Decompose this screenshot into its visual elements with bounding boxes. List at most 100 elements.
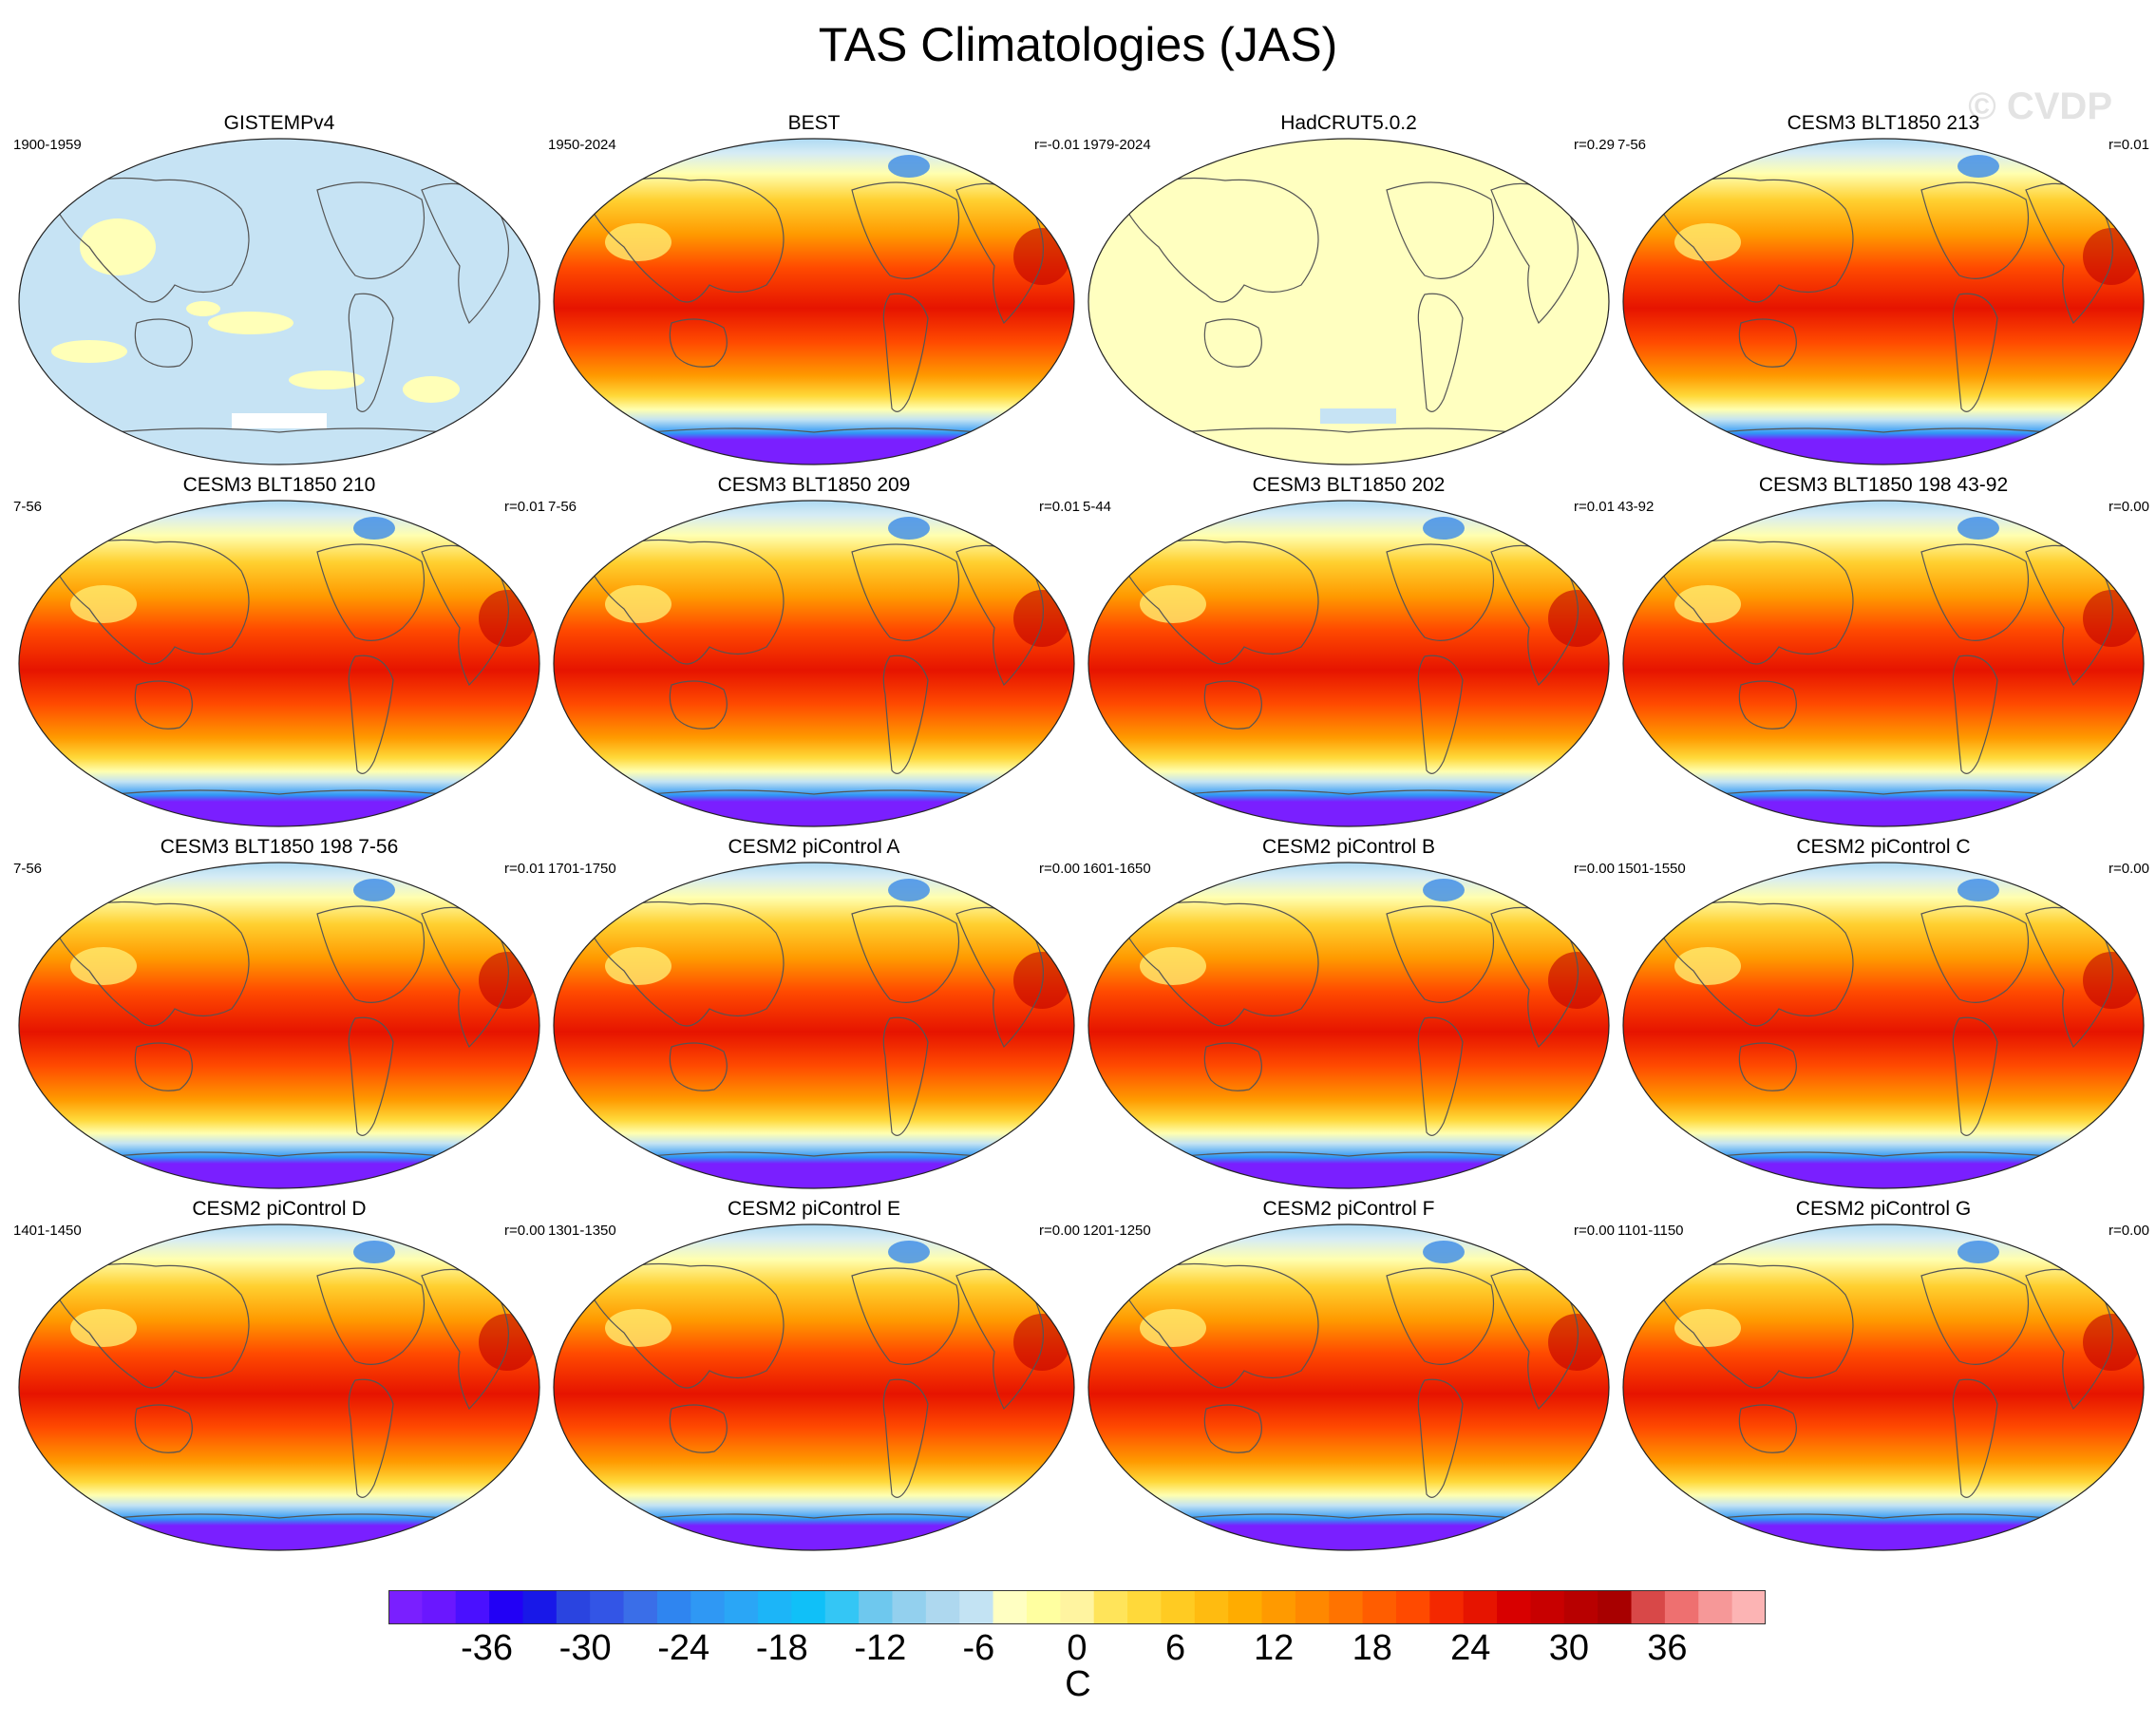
colorbar-swatch <box>1598 1590 1633 1624</box>
colorbar-tick-labels: -36 -30 -24 -18 -12 -6 0 6 12 18 24 30 36 <box>388 1628 1766 1670</box>
colorbar-swatch <box>791 1590 826 1624</box>
colorbar-swatch <box>925 1590 960 1624</box>
panel-years: 1979-2024 <box>1083 137 1151 153</box>
panel-title: CESM2 piControl B <box>1261 836 1436 858</box>
panel-correlation: r=0.01 <box>504 861 545 877</box>
colorbar-swatch <box>522 1590 558 1624</box>
panel-years: 7-56 <box>1617 137 1647 153</box>
colorbar-swatch <box>1295 1590 1330 1624</box>
map-panel: CESM3 BLT1850 202 5-44 r=0.01 <box>1083 474 1615 840</box>
global-map <box>1622 1223 2145 1551</box>
map-panel: CESM3 BLT1850 198 43-92 43-92 r=0.00 <box>1617 474 2149 840</box>
panel-correlation: r=0.00 <box>2109 861 2149 877</box>
panel-correlation: r=0.00 <box>1574 861 1615 877</box>
colorbar-swatch <box>489 1590 523 1624</box>
global-map <box>18 862 540 1189</box>
global-map <box>1087 862 1610 1189</box>
panel-correlation: r=0.01 <box>1039 499 1080 515</box>
panel-years: 1601-1650 <box>1083 861 1151 877</box>
panel-years: 1900-1959 <box>13 137 82 153</box>
colorbar-swatch <box>724 1590 759 1624</box>
panel-title: CESM2 piControl F <box>1262 1198 1435 1220</box>
global-map <box>1087 500 1610 827</box>
global-map <box>1622 138 2145 465</box>
colorbar-swatch <box>1563 1590 1598 1624</box>
panel-correlation: r=0.00 <box>1039 1223 1080 1239</box>
panel-years: 5-44 <box>1083 499 1112 515</box>
colorbar-swatch <box>1429 1590 1465 1624</box>
colorbar-swatch <box>1060 1590 1095 1624</box>
colorbar-swatch <box>959 1590 994 1624</box>
panel-years: 43-92 <box>1617 499 1655 515</box>
colorbar-swatch <box>892 1590 927 1624</box>
colorbar-swatch <box>590 1590 625 1624</box>
panel-title: HadCRUT5.0.2 <box>1280 112 1417 134</box>
panel-correlation: r=0.00 <box>1574 1223 1615 1239</box>
colorbar-swatch <box>556 1590 591 1624</box>
map-panel: CESM3 BLT1850 209 7-56 r=0.01 <box>548 474 1080 840</box>
map-panel: CESM2 piControl F 1201-1250 r=0.00 <box>1083 1198 1615 1564</box>
global-map <box>1622 862 2145 1189</box>
global-map <box>553 1223 1075 1551</box>
map-panel: CESM2 piControl C 1501-1550 r=0.00 <box>1617 836 2149 1202</box>
colorbar-tick-label: 12 <box>1254 1628 1295 1668</box>
panel-years: 1401-1450 <box>13 1223 82 1239</box>
colorbar-tick-label: 24 <box>1450 1628 1491 1668</box>
global-map <box>1622 500 2145 827</box>
colorbar-tick-label: -18 <box>755 1628 808 1668</box>
map-panel: CESM3 BLT1850 213 7-56 r=0.01 <box>1617 112 2149 478</box>
map-panel: CESM3 BLT1850 210 7-56 r=0.01 <box>13 474 545 840</box>
colorbar-swatch <box>388 1590 423 1624</box>
map-panel: BEST 1950-2024 r=-0.01 <box>548 112 1080 478</box>
colorbar-tick-label: 6 <box>1164 1628 1186 1668</box>
panel-title: CESM3 BLT1850 198 7-56 <box>160 836 399 858</box>
colorbar-tick-label: -36 <box>461 1628 514 1668</box>
colorbar-tick-label: 36 <box>1647 1628 1688 1668</box>
colorbar-swatch <box>1194 1590 1229 1624</box>
colorbar-swatch <box>656 1590 691 1624</box>
panel-years: 7-56 <box>13 499 43 515</box>
colorbar-swatch <box>623 1590 658 1624</box>
colorbar-tick-label: 0 <box>1067 1628 1087 1668</box>
colorbar-swatch <box>859 1590 893 1624</box>
global-map <box>18 1223 540 1551</box>
watermark: © CVDP <box>1968 85 2112 127</box>
colorbar <box>388 1590 1766 1624</box>
panel-correlation: r=0.00 <box>2109 1223 2149 1239</box>
map-panel: CESM2 piControl E 1301-1350 r=0.00 <box>548 1198 1080 1564</box>
colorbar-swatch <box>1530 1590 1565 1624</box>
panel-correlation: r=0.00 <box>1039 861 1080 877</box>
colorbar-swatch <box>1631 1590 1666 1624</box>
global-map <box>18 500 540 827</box>
global-map <box>1087 138 1610 465</box>
colorbar-swatch <box>1127 1590 1162 1624</box>
panel-title: CESM3 BLT1850 198 43-92 <box>1758 474 2009 496</box>
global-map <box>18 138 540 465</box>
panel-years: 1950-2024 <box>548 137 616 153</box>
panel-title: CESM3 BLT1850 209 <box>717 474 911 496</box>
panel-correlation: r=0.00 <box>2109 499 2149 515</box>
panel-title: CESM3 BLT1850 202 <box>1252 474 1446 496</box>
panel-years: 1201-1250 <box>1083 1223 1151 1239</box>
colorbar-swatch <box>1093 1590 1128 1624</box>
colorbar-swatch <box>1664 1590 1699 1624</box>
panel-years: 1701-1750 <box>548 861 616 877</box>
map-panel: GISTEMPv4 1900-1959 <box>13 112 545 478</box>
colorbar-swatch <box>758 1590 792 1624</box>
panel-correlation: r=-0.01 <box>1034 137 1080 153</box>
colorbar-tick-label: -6 <box>962 1628 995 1668</box>
global-map <box>553 138 1075 465</box>
colorbar-swatch <box>1698 1590 1733 1624</box>
panel-correlation: r=0.01 <box>1574 499 1615 515</box>
panel-years: 7-56 <box>13 861 43 877</box>
colorbar-swatch <box>1731 1590 1766 1624</box>
map-panel: CESM3 BLT1850 198 7-56 7-56 r=0.01 <box>13 836 545 1202</box>
colorbar-swatch <box>455 1590 490 1624</box>
colorbar-swatch <box>1329 1590 1364 1624</box>
colorbar-swatch <box>1161 1590 1196 1624</box>
panel-correlation: r=0.29 <box>1574 137 1615 153</box>
panel-title: CESM3 BLT1850 210 <box>182 474 376 496</box>
colorbar-swatch <box>1228 1590 1263 1624</box>
colorbar-swatch <box>1261 1590 1296 1624</box>
global-map <box>1087 1223 1610 1551</box>
